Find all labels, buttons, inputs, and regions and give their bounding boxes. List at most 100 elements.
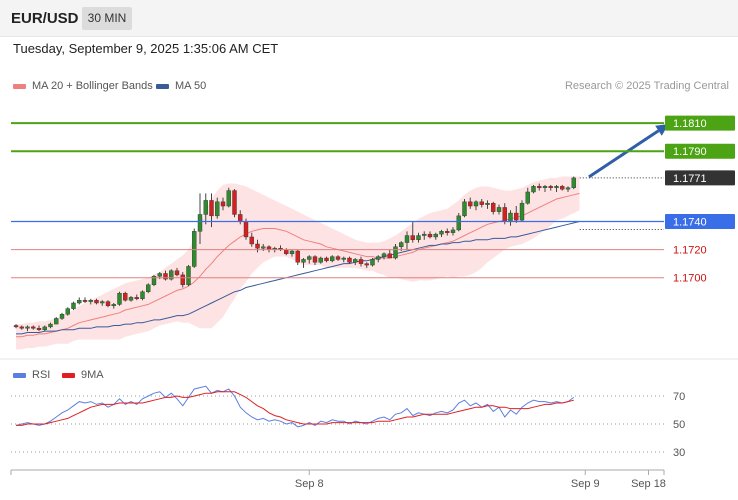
- candle-body: [312, 256, 318, 263]
- candle-body: [295, 250, 300, 263]
- candle-body: [399, 242, 404, 247]
- x-tick-label: Sep 8: [295, 478, 324, 490]
- candle-body: [42, 326, 47, 330]
- candle-body: [485, 203, 490, 205]
- candle-body: [180, 274, 185, 285]
- candle-body: [387, 253, 392, 259]
- candle-body: [59, 314, 65, 319]
- legend-9ma: 9MA: [62, 369, 104, 381]
- candle-body: [163, 273, 168, 280]
- candle-body: [140, 291, 145, 299]
- candle-body: [226, 190, 231, 207]
- candle-body: [151, 276, 157, 285]
- legend-ma50-label: MA 50: [175, 80, 207, 92]
- candle-body: [243, 221, 249, 238]
- candle-body: [100, 301, 105, 304]
- candle-body: [301, 259, 306, 263]
- candle-body: [508, 212, 513, 222]
- ma50-line: [16, 221, 580, 335]
- candle-body: [19, 326, 24, 329]
- candle-body: [450, 229, 456, 233]
- candle-body: [335, 256, 341, 260]
- candle-body: [54, 318, 59, 325]
- candle-body: [146, 284, 151, 292]
- candle-body: [169, 270, 174, 280]
- chart-timestamp: Tuesday, September 9, 2025 1:35:06 AM CE…: [13, 41, 279, 56]
- candle-body: [105, 301, 111, 307]
- candle-body: [238, 214, 243, 222]
- candle-body: [473, 201, 479, 207]
- candle-body: [324, 257, 329, 262]
- candle-body: [416, 235, 421, 240]
- last-label-box: [665, 170, 735, 186]
- candle-body: [318, 257, 323, 263]
- candle-body: [571, 177, 576, 188]
- candle-body: [341, 257, 346, 260]
- candle-body: [353, 259, 358, 263]
- legend-ma20-label: MA 20 + Bollinger Bands: [32, 80, 153, 92]
- candle-body: [531, 186, 536, 193]
- credit-text: Research © 2025 Trading Central: [564, 80, 729, 92]
- candle-body: [31, 326, 36, 329]
- forecast-arrow-shaft: [588, 129, 660, 179]
- legend-9ma-label: 9MA: [81, 369, 104, 381]
- candle-body: [565, 187, 571, 190]
- candle-body: [128, 297, 134, 301]
- candle-body: [13, 325, 19, 328]
- candle-body: [468, 201, 473, 207]
- rsi-tick-label: 70: [673, 391, 685, 403]
- timeframe-button[interactable]: 30 MIN: [82, 7, 132, 30]
- ma20-line: [16, 192, 580, 338]
- candle-body: [71, 302, 76, 309]
- target-label-box: [665, 115, 735, 131]
- legend-rsi: RSI: [13, 369, 50, 381]
- candle-body: [560, 186, 565, 190]
- candle-body: [111, 304, 116, 307]
- candle-body: [197, 214, 203, 232]
- candle-body: [548, 186, 553, 188]
- candle-body: [36, 328, 42, 330]
- target-label: 1.1790: [673, 146, 707, 158]
- candle-body: [410, 235, 415, 240]
- candle-body: [462, 201, 467, 217]
- candle-body: [376, 256, 381, 260]
- candle-body: [174, 270, 180, 276]
- candle-body: [514, 212, 519, 221]
- rsi-tick-label: 30: [673, 447, 685, 459]
- candle-body: [537, 186, 542, 188]
- rsi-swatch-icon: [13, 372, 26, 378]
- candle-body: [445, 231, 450, 233]
- candle-body: [479, 201, 484, 205]
- candle-body: [25, 326, 30, 329]
- candle-body: [347, 257, 352, 263]
- candle-body: [491, 203, 496, 212]
- candle-body: [439, 231, 444, 235]
- candle-body: [123, 292, 128, 301]
- legend-rsi-label: RSI: [32, 369, 51, 381]
- candle-body: [519, 203, 525, 221]
- symbol-title: EUR/USD: [11, 10, 79, 27]
- candle-body: [249, 236, 254, 245]
- bollinger-band: [16, 176, 580, 350]
- candle-body: [88, 299, 93, 302]
- rsi-ma9-line: [16, 391, 574, 426]
- candle-body: [307, 256, 312, 260]
- x-tick-label: Sep 9: [571, 478, 600, 490]
- last-label: 1.1771: [673, 173, 707, 185]
- candle-body: [433, 233, 438, 238]
- candle-body: [157, 273, 162, 277]
- support-label: 1.1720: [673, 245, 707, 257]
- candle-body: [209, 200, 214, 217]
- candle-body: [370, 259, 375, 266]
- legend-ma50: MA 50: [156, 80, 206, 92]
- candle-body: [203, 200, 208, 215]
- candle-body: [220, 201, 226, 207]
- candle-body: [393, 246, 398, 259]
- x-tick-label: Sep 18: [631, 478, 666, 490]
- candle-body: [215, 201, 220, 217]
- support-label: 1.1700: [673, 273, 707, 285]
- candle-body: [358, 259, 364, 264]
- candle-body: [381, 253, 387, 257]
- candle-body: [232, 190, 237, 215]
